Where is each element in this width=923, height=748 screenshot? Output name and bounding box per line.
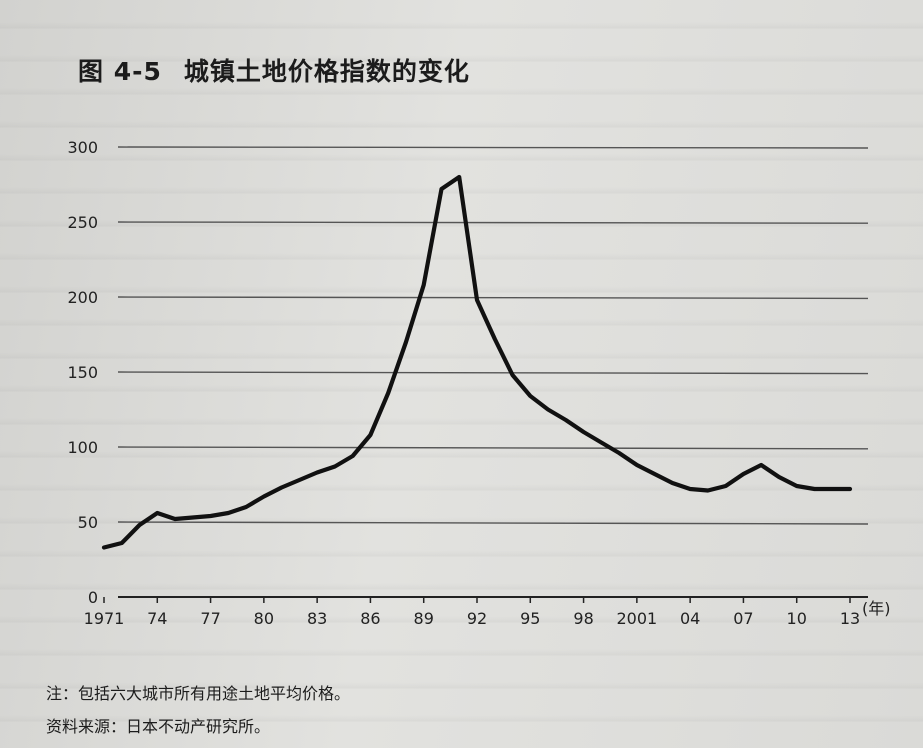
x-unit-label: (年) xyxy=(862,599,891,618)
figure-number: 图 4-5 xyxy=(78,57,162,86)
figure-title-text: 城镇土地价格指数的变化 xyxy=(183,57,470,86)
x-tick-label: 2001 xyxy=(616,609,657,628)
y-tick-label: 250 xyxy=(67,213,98,232)
x-tick-label: 13 xyxy=(840,609,860,628)
x-tick-label: 1971 xyxy=(84,609,125,628)
y-tick-labels: 0 50 100 150 200 250 300 xyxy=(67,138,98,607)
gridline-300 xyxy=(117,146,869,149)
x-tick-labels: 1971 74 77 80 83 86 89 92 95 98 2001 04 07 10 13(年) xyxy=(84,597,891,628)
x-tick-label: 80 xyxy=(254,609,274,628)
x-tick-label: 89 xyxy=(414,609,434,628)
gridline-50 xyxy=(117,521,869,525)
x-tick-label: 07 xyxy=(733,609,753,628)
figure-title: 图 4-5 城镇土地价格指数的变化 xyxy=(78,52,470,88)
gridline-150 xyxy=(117,371,869,375)
y-tick-label: 300 xyxy=(67,138,98,157)
x-tick-label: 04 xyxy=(680,609,700,628)
gridline-100 xyxy=(117,446,869,450)
x-tick-label: 10 xyxy=(787,609,807,628)
y-tick-label: 0 xyxy=(88,588,98,607)
series-line-0 xyxy=(101,174,853,550)
source-note: 资料来源：日本不动产研究所。 xyxy=(46,717,271,736)
y-tick-label: 150 xyxy=(67,363,98,382)
series-group xyxy=(101,174,853,550)
y-tick-label: 200 xyxy=(67,288,98,307)
gridline-250 xyxy=(117,221,869,224)
y-tick-label: 100 xyxy=(67,438,98,457)
x-tick-label: 92 xyxy=(467,609,487,628)
gridline-200 xyxy=(117,296,869,300)
x-tick-label: 77 xyxy=(200,609,220,628)
gridlines xyxy=(117,146,869,598)
x-tick-label: 98 xyxy=(573,609,593,628)
x-tick-label: 95 xyxy=(520,609,540,628)
x-tick-label: 74 xyxy=(147,609,167,628)
x-tick-label: 83 xyxy=(307,609,327,628)
y-tick-label: 50 xyxy=(78,513,98,532)
x-tick-label: 86 xyxy=(360,609,380,628)
footnote: 注：包括六大城市所有用途土地平均价格。 xyxy=(46,684,351,703)
